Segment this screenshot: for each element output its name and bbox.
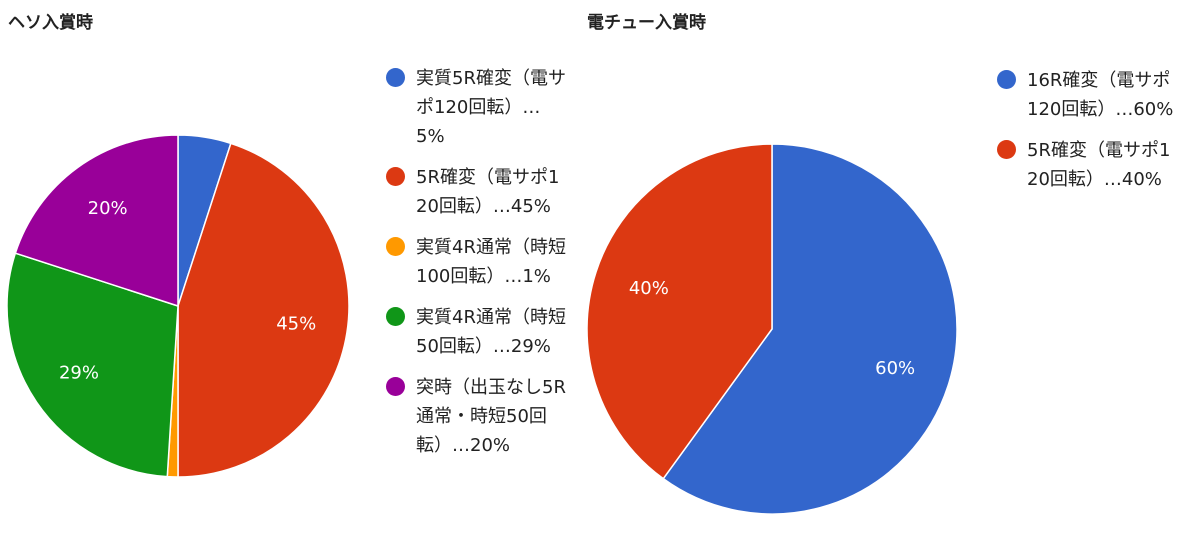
pie-slice bbox=[662, 143, 958, 515]
legend-item: 実質4R通常（時短100回転）…1% bbox=[386, 233, 566, 291]
legend-swatch-icon bbox=[386, 237, 405, 256]
legend-label: 5R確変（電サポ120回転）…45% bbox=[416, 167, 560, 217]
legend-item: 実質5R確変（電サポ120回転）…5% bbox=[386, 64, 566, 151]
slice-data-label: 20% bbox=[88, 198, 128, 219]
legend-swatch-icon bbox=[386, 377, 405, 396]
legend-swatch-icon bbox=[386, 68, 405, 87]
slice-data-label: 40% bbox=[629, 278, 669, 299]
legend-label: 実質4R通常（時短50回転）…29% bbox=[416, 307, 566, 357]
legend-swatch-icon bbox=[997, 140, 1016, 159]
pie-chart-heso: ヘソ入賞時 45% 29% 20% 実質5R確変（電サポ120回転）…5% 5R確変（… bbox=[0, 0, 575, 546]
legend-item: 5R確変（電サポ120回転）…45% bbox=[386, 163, 566, 221]
pie-slice bbox=[586, 143, 773, 480]
legend-label: 16R確変（電サポ120回転）…60% bbox=[1027, 70, 1174, 120]
legend-label: 実質5R確変（電サポ120回転）…5% bbox=[416, 68, 566, 147]
pie-slice bbox=[177, 142, 350, 478]
legend-label: 突時（出玉なし5R通常・時短50回転）…20% bbox=[416, 377, 566, 456]
legend-swatch-icon bbox=[386, 167, 405, 186]
chart-legend: 16R確変（電サポ120回転）…60% 5R確変（電サポ120回転）…40% bbox=[997, 66, 1177, 206]
pie-slice bbox=[14, 134, 179, 308]
legend-item: 突時（出玉なし5R通常・時短50回転）…20% bbox=[386, 373, 566, 460]
legend-label: 5R確変（電サポ120回転）…40% bbox=[1027, 140, 1171, 190]
chart-title: 電チュー入賞時 bbox=[587, 13, 706, 33]
legend-swatch-icon bbox=[386, 307, 405, 326]
legend-item: 5R確変（電サポ120回転）…40% bbox=[997, 136, 1177, 194]
chart-title: ヘソ入賞時 bbox=[8, 13, 93, 33]
pie-svg: 45% 29% 20% bbox=[6, 134, 350, 478]
pie-slice bbox=[6, 252, 179, 478]
legend-swatch-icon bbox=[997, 70, 1016, 89]
slice-data-label: 45% bbox=[276, 314, 316, 335]
chart-legend: 実質5R確変（電サポ120回転）…5% 5R確変（電サポ120回転）…45% 実質4… bbox=[386, 64, 566, 472]
slice-data-label: 29% bbox=[59, 362, 99, 383]
legend-label: 実質4R通常（時短100回転）…1% bbox=[416, 237, 566, 287]
legend-item: 16R確変（電サポ120回転）…60% bbox=[997, 66, 1177, 124]
legend-item: 実質4R通常（時短50回転）…29% bbox=[386, 303, 566, 361]
pie-chart-denchu: 電チュー入賞時 60% 40% 16R確変（電サポ120回転）…60% 5R確変（電… bbox=[575, 0, 1182, 546]
pie-svg: 60% 40% bbox=[586, 143, 958, 515]
slice-data-label: 60% bbox=[875, 358, 915, 379]
